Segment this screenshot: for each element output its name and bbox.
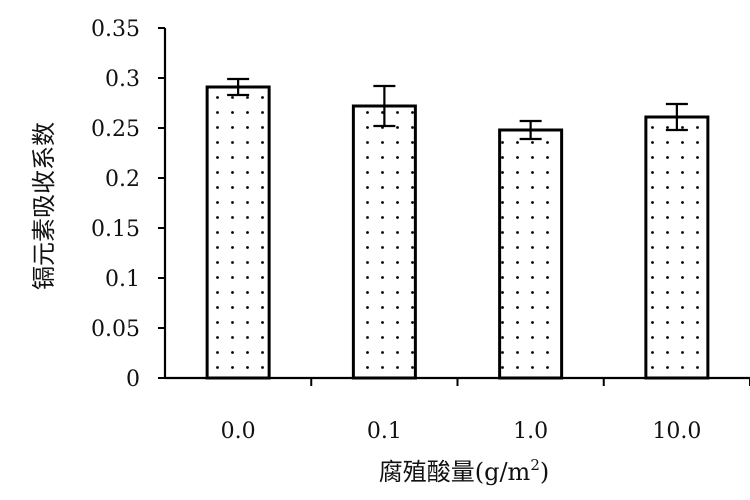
- x-axis-title: 腐殖酸量(g/m2): [379, 456, 550, 486]
- x-tick-label: 0.1: [367, 419, 402, 444]
- y-tick-label: 0.1: [105, 267, 140, 292]
- bar-0.0: [205, 85, 271, 380]
- error-bars-group: [227, 77, 688, 141]
- bar-10.0: [644, 115, 710, 380]
- x-axis-title-close: ): [540, 458, 549, 486]
- x-axis-title-main: 腐殖酸量(g/m: [379, 458, 531, 486]
- error-bar-1.0: [519, 119, 542, 141]
- y-tick-label: 0: [126, 367, 140, 392]
- y-tick-label: 0.05: [91, 317, 140, 342]
- y-tick-label: 0.2: [105, 167, 140, 192]
- x-axis: 0.0 0.1 1.0 10.0: [165, 376, 750, 444]
- y-axis: 0 0.05 0.1 0.15 0.2 0.25 0.3 0.35: [91, 17, 167, 392]
- bar-1.0: [498, 128, 564, 380]
- x-tick-label: 0.0: [221, 419, 256, 444]
- error-bar-0.1: [373, 84, 396, 128]
- y-tick-label: 0.15: [91, 217, 140, 242]
- error-bar-10.0: [665, 102, 688, 132]
- bars-group: [205, 85, 710, 380]
- x-tick-label: 1.0: [513, 419, 548, 444]
- y-tick-label: 0.35: [91, 17, 140, 42]
- x-axis-title-superscript: 2: [530, 456, 540, 474]
- y-tick-label: 0.25: [91, 117, 140, 142]
- y-tick-label: 0.3: [105, 67, 140, 92]
- x-tick-label: 10.0: [652, 419, 701, 444]
- error-bar-0.0: [227, 77, 250, 97]
- bar-0.1: [351, 104, 417, 380]
- y-axis-title: 镉元素吸收系数: [30, 122, 58, 290]
